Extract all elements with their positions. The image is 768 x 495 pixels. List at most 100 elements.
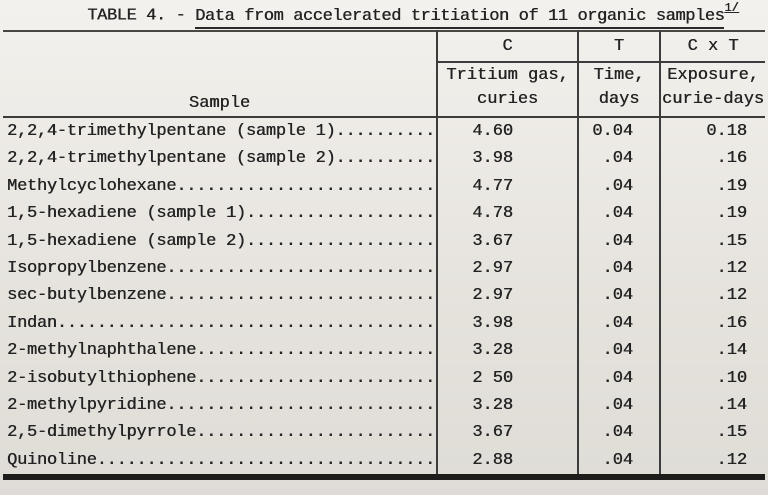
time-cell: .04 (577, 282, 660, 310)
sample-cell: 1,5-hexadiene (sample 1)................… (3, 200, 437, 227)
time-cell: .04 (577, 309, 660, 338)
time-cell: .04 (577, 337, 660, 365)
tritium-gas-cell: 4.77 (436, 172, 578, 201)
sample-name: 2,5-dimethylpyrrole (7, 423, 197, 443)
exposure-cell: .12 (659, 446, 765, 478)
sample-name: Isopropylbenzene (7, 259, 167, 279)
table-row: Quinoline...............................… (3, 446, 765, 478)
column-header-line: curies (476, 90, 539, 109)
tritium-gas-cell: 3.98 (436, 145, 578, 173)
dot-leader: .......... (335, 122, 435, 141)
time-cell: .04 (577, 172, 660, 201)
table-row: 2,2,4-trimethylpentane (sample 1).......… (3, 117, 765, 146)
time-cell: .04 (577, 364, 660, 393)
exposure-cell: .12 (659, 255, 765, 283)
sample-cell: Methylcyclohexane.......................… (3, 173, 437, 200)
dot-leader: ........................... (166, 396, 435, 416)
table-row: 1,5-hexadiene (sample 2)................… (3, 227, 765, 256)
exposure-cell: .12 (659, 282, 765, 310)
dot-leader: ........................ (196, 368, 435, 388)
time-cell: 0.04 (577, 117, 660, 146)
table-row: 2,2,4-trimethylpentane (sample 2).......… (3, 145, 765, 173)
table-row: 1,5-hexadiene (sample 1)................… (3, 200, 765, 228)
sample-cell: 2-isobutylthiophene.....................… (3, 365, 437, 392)
sample-cell: sec-butylbenzene........................… (3, 282, 437, 309)
sample-cell: 2-methylpyridine........................… (3, 392, 437, 419)
tritium-gas-cell: 3.67 (436, 419, 578, 447)
sample-name: 2-methylpyridine (7, 396, 167, 416)
sample-name: 2-methylnaphthalene (7, 341, 197, 361)
column-symbol-t: T (577, 31, 660, 63)
tritium-gas-cell: 2.97 (436, 282, 578, 310)
sample-name: 2,2,4-trimethylpentane (sample 2) (7, 149, 336, 169)
sample-cell: Indan...................................… (3, 310, 437, 337)
sample-cell: 2,5-dimethylpyrrole.....................… (3, 419, 437, 446)
column-header-line: days (598, 90, 640, 109)
sample-name: Quinoline (7, 450, 97, 470)
exposure-cell: .14 (659, 392, 765, 420)
dot-leader: ........................ (196, 341, 435, 361)
column-header-line: curie-days (661, 90, 765, 109)
column-symbol-cxt: C x T (659, 31, 765, 63)
table-row: 2-isobutylthiophene.....................… (3, 364, 765, 393)
time-cell: .04 (577, 419, 660, 447)
tritium-gas-cell: 3.28 (436, 392, 578, 420)
time-cell: .04 (577, 446, 660, 478)
table-caption-title: Data from accelerated tritiation of 11 o… (195, 6, 725, 29)
table-row: Indan...................................… (3, 309, 765, 338)
column-header-tritium-gas: Tritium gas, curies (436, 62, 578, 118)
sample-name: sec-butylbenzene (7, 286, 167, 306)
sample-name: 2-isobutylthiophene (7, 368, 197, 388)
time-cell: .04 (577, 145, 660, 173)
dot-leader: ........................... (166, 286, 435, 306)
sample-cell: 2,2,4-trimethylpentane (sample 2).......… (3, 145, 437, 172)
column-header-exposure: Exposure, curie-days (659, 62, 765, 118)
time-cell: .04 (577, 255, 660, 283)
tritium-gas-cell: 4.78 (436, 200, 578, 228)
tritium-gas-cell: 2.88 (436, 446, 578, 478)
table-row: 2,5-dimethylpyrrole.....................… (3, 419, 765, 447)
dot-leader: ........................ (196, 423, 435, 443)
sample-name: 2,2,4-trimethylpentane (sample 1) (7, 122, 336, 141)
tritium-gas-cell: 3.28 (436, 337, 578, 365)
exposure-cell: .14 (659, 337, 765, 365)
sample-name: Methylcyclohexane (7, 176, 177, 196)
dot-leader: .................................. (96, 450, 436, 470)
dot-leader: .......................... (176, 176, 435, 196)
sample-cell: 2,2,4-trimethylpentane (sample 1).......… (3, 117, 437, 145)
sample-cell: Isopropylbenzene........................… (3, 255, 437, 282)
sample-cell: 2-methylnaphthalene.....................… (3, 337, 437, 364)
column-header-sample: Sample (3, 31, 437, 118)
sample-cell: Quinoline...............................… (3, 447, 437, 477)
dot-leader: ................... (245, 231, 435, 251)
tritium-gas-cell: 4.60 (436, 117, 578, 146)
exposure-cell: .16 (659, 309, 765, 338)
column-header-line: Exposure, (667, 66, 759, 85)
time-cell: .04 (577, 227, 660, 256)
table-row: sec-butylbenzene........................… (3, 282, 765, 310)
time-cell: .04 (577, 200, 660, 228)
table-row: Methylcyclohexane.......................… (3, 172, 765, 201)
column-header-line: Time, (593, 66, 645, 85)
table-caption: TABLE 4. - Data from accelerated tritiat… (0, 0, 768, 30)
sample-name: 1,5-hexadiene (sample 1) (7, 204, 246, 224)
exposure-cell: .15 (659, 227, 765, 256)
column-symbol-c: C (436, 31, 578, 63)
time-cell: .04 (577, 392, 660, 420)
tritium-gas-cell: 2.97 (436, 255, 578, 283)
exposure-cell: .15 (659, 419, 765, 447)
exposure-cell: .19 (659, 200, 765, 228)
dot-leader: .......... (335, 149, 435, 169)
tritium-gas-cell: 2 50 (436, 364, 578, 393)
dot-leader: ...................................... (56, 313, 435, 333)
sample-name: Indan (7, 313, 57, 333)
table-caption-prefix: TABLE 4. - (87, 6, 196, 26)
table-row: Isopropylbenzene........................… (3, 255, 765, 283)
exposure-cell: .16 (659, 145, 765, 173)
footnote-marker: 1/ (724, 1, 739, 15)
table-body: 2,2,4-trimethylpentane (sample 1).......… (3, 117, 765, 478)
tritium-gas-cell: 3.98 (436, 309, 578, 338)
exposure-cell: .10 (659, 364, 765, 393)
dot-leader: ........................... (166, 259, 435, 279)
dot-leader: ................... (245, 204, 435, 224)
